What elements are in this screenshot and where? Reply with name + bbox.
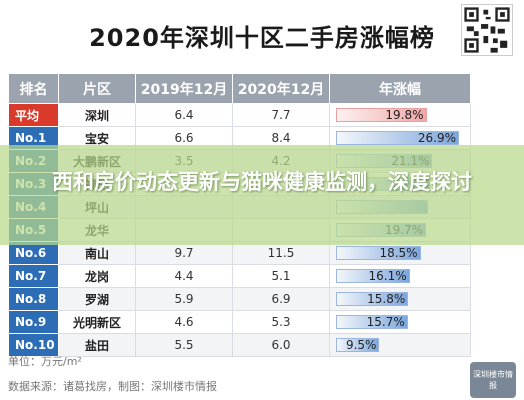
qr-code-icon [461,4,513,56]
column-header: 排名 [8,73,59,104]
page-title: 2020年深圳十区二手房涨幅榜 [89,24,435,52]
district-cell: 盐田 [58,333,136,357]
price-2020-cell: 5.3 [232,310,330,334]
district-cell: 光明新区 [58,310,136,334]
price-2019-cell: 4.6 [135,310,233,334]
rank-cell: No.6 [8,241,59,265]
growth-label: 26.9% [417,131,456,145]
table-row-average: 平均 深圳 6.4 7.7 19.8% [8,103,471,127]
district-cell: 罗湖 [58,287,136,311]
column-header: 片区 [58,73,136,104]
growth-cell: 9.5% [329,333,471,357]
table-row: No.9 光明新区 4.6 5.3 15.7% [8,310,471,334]
growth-bar [336,108,427,122]
growth-label: 19.8% [385,108,424,122]
column-header: 2020年12月 [232,73,330,104]
table-row: No.8 罗湖 5.9 6.9 15.8% [8,287,471,311]
growth-label: 15.7% [366,315,405,329]
price-2020-cell: 6.0 [232,333,330,357]
rank-cell: No.10 [8,333,59,357]
growth-label: 9.5% [345,338,377,352]
growth-label: 16.1% [368,269,407,283]
price-2019-cell: 5.9 [135,287,233,311]
rank-cell: No.7 [8,264,59,288]
price-2019-cell: 4.4 [135,264,233,288]
price-2020-cell: 7.7 [232,103,330,127]
growth-cell: 15.8% [329,287,471,311]
growth-bar [336,315,408,329]
district-cell: 龙岗 [58,264,136,288]
growth-bar [336,292,409,306]
growth-label: 18.5% [379,246,418,260]
growth-cell: 16.1% [329,264,471,288]
rank-cell: No.8 [8,287,59,311]
column-header: 年涨幅 [329,73,471,104]
headline-banner [0,145,524,245]
brand-logo: 深圳楼市情报 [470,362,516,398]
growth-label: 15.8% [367,292,406,306]
rank-cell: 平均 [8,103,59,127]
unit-label: 单位：万元/m² [8,355,82,368]
price-2020-cell: 6.9 [232,287,330,311]
growth-bar [336,269,410,283]
growth-cell: 15.7% [329,310,471,334]
growth-bar [336,131,459,145]
growth-bar [336,246,421,260]
table-header-row: 排名 片区 2019年12月 2020年12月 年涨幅 [8,73,471,104]
district-cell: 深圳 [58,103,136,127]
source-label: 数据来源：诸葛找房，制图：深圳楼市情报 [8,380,217,393]
overlay-headline: 西和房价动态更新与猫咪健康监测，深度探讨 [52,170,472,194]
price-2019-cell: 5.5 [135,333,233,357]
rank-cell: No.9 [8,310,59,334]
growth-cell: 18.5% [329,241,471,265]
price-2020-cell: 5.1 [232,264,330,288]
price-2019-cell: 6.4 [135,103,233,127]
table-row: No.7 龙岗 4.4 5.1 16.1% [8,264,471,288]
growth-cell: 19.8% [329,103,471,127]
growth-bar [336,338,380,352]
column-header: 2019年12月 [135,73,233,104]
table-row: No.10 盐田 5.5 6.0 9.5% [8,333,471,357]
